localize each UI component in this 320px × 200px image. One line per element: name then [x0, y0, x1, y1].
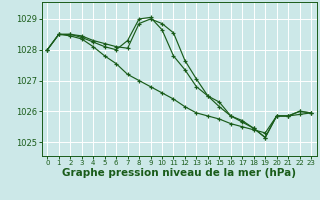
X-axis label: Graphe pression niveau de la mer (hPa): Graphe pression niveau de la mer (hPa)	[62, 168, 296, 178]
